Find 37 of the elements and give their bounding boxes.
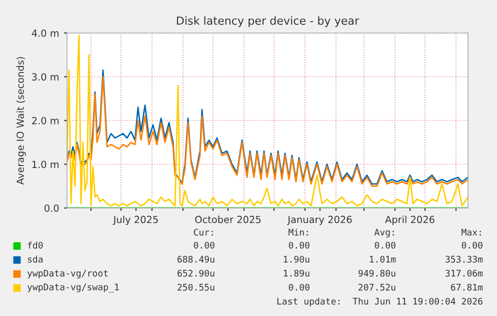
x-tick-label: October 2025: [195, 216, 261, 224]
y-tick-label: 3.0 m: [32, 73, 59, 81]
line-series: [67, 34, 468, 207]
x-tick-label: April 2026: [385, 216, 434, 226]
text: 0.00: [288, 242, 310, 249]
y-axis-title: Average IO Wait (seconds): [16, 57, 26, 185]
text: 1.90u: [284, 256, 310, 263]
text: Cur:: [194, 228, 213, 236]
text: 0.00: [288, 284, 310, 291]
text: 688.49u: [178, 256, 214, 263]
legend-label: ywpData-vg/swap_1: [27, 284, 119, 292]
text: 353.33m: [446, 256, 483, 263]
text: 652.90u: [178, 270, 214, 277]
y-tick-label: 1.0 m: [32, 160, 59, 168]
text: 207.52u: [358, 284, 396, 291]
chart-title: Disk latency per device - by year: [176, 16, 360, 27]
x-tick-label: July 2025: [112, 216, 158, 226]
y-tick-label: 2.0 m: [32, 116, 59, 124]
text: 1.89u: [284, 270, 310, 277]
text: 0.00: [462, 242, 482, 249]
legend-label: ywpData-vg/root: [27, 270, 108, 278]
text: Last update: Thu Jun 11 19:00:04 2026: [277, 298, 482, 306]
y-tick-label: 4.0 m: [32, 29, 59, 37]
text: Avg:: [374, 228, 394, 238]
text: 0.00: [194, 242, 214, 249]
legend-label: sda: [28, 256, 43, 263]
text: Min:: [288, 228, 308, 236]
text: 67.81m: [450, 284, 483, 291]
y-tick-label: 0.0: [44, 204, 59, 212]
text: 317.06m: [446, 270, 483, 277]
legend-label: fd0: [28, 242, 43, 249]
text: 0.00: [374, 242, 396, 249]
text: 250.55u: [178, 284, 214, 291]
text: 1.01m: [370, 256, 396, 263]
x-tick-label: January 2026: [287, 216, 352, 226]
text: Max:: [462, 228, 481, 236]
text: 949.80u: [358, 270, 396, 277]
